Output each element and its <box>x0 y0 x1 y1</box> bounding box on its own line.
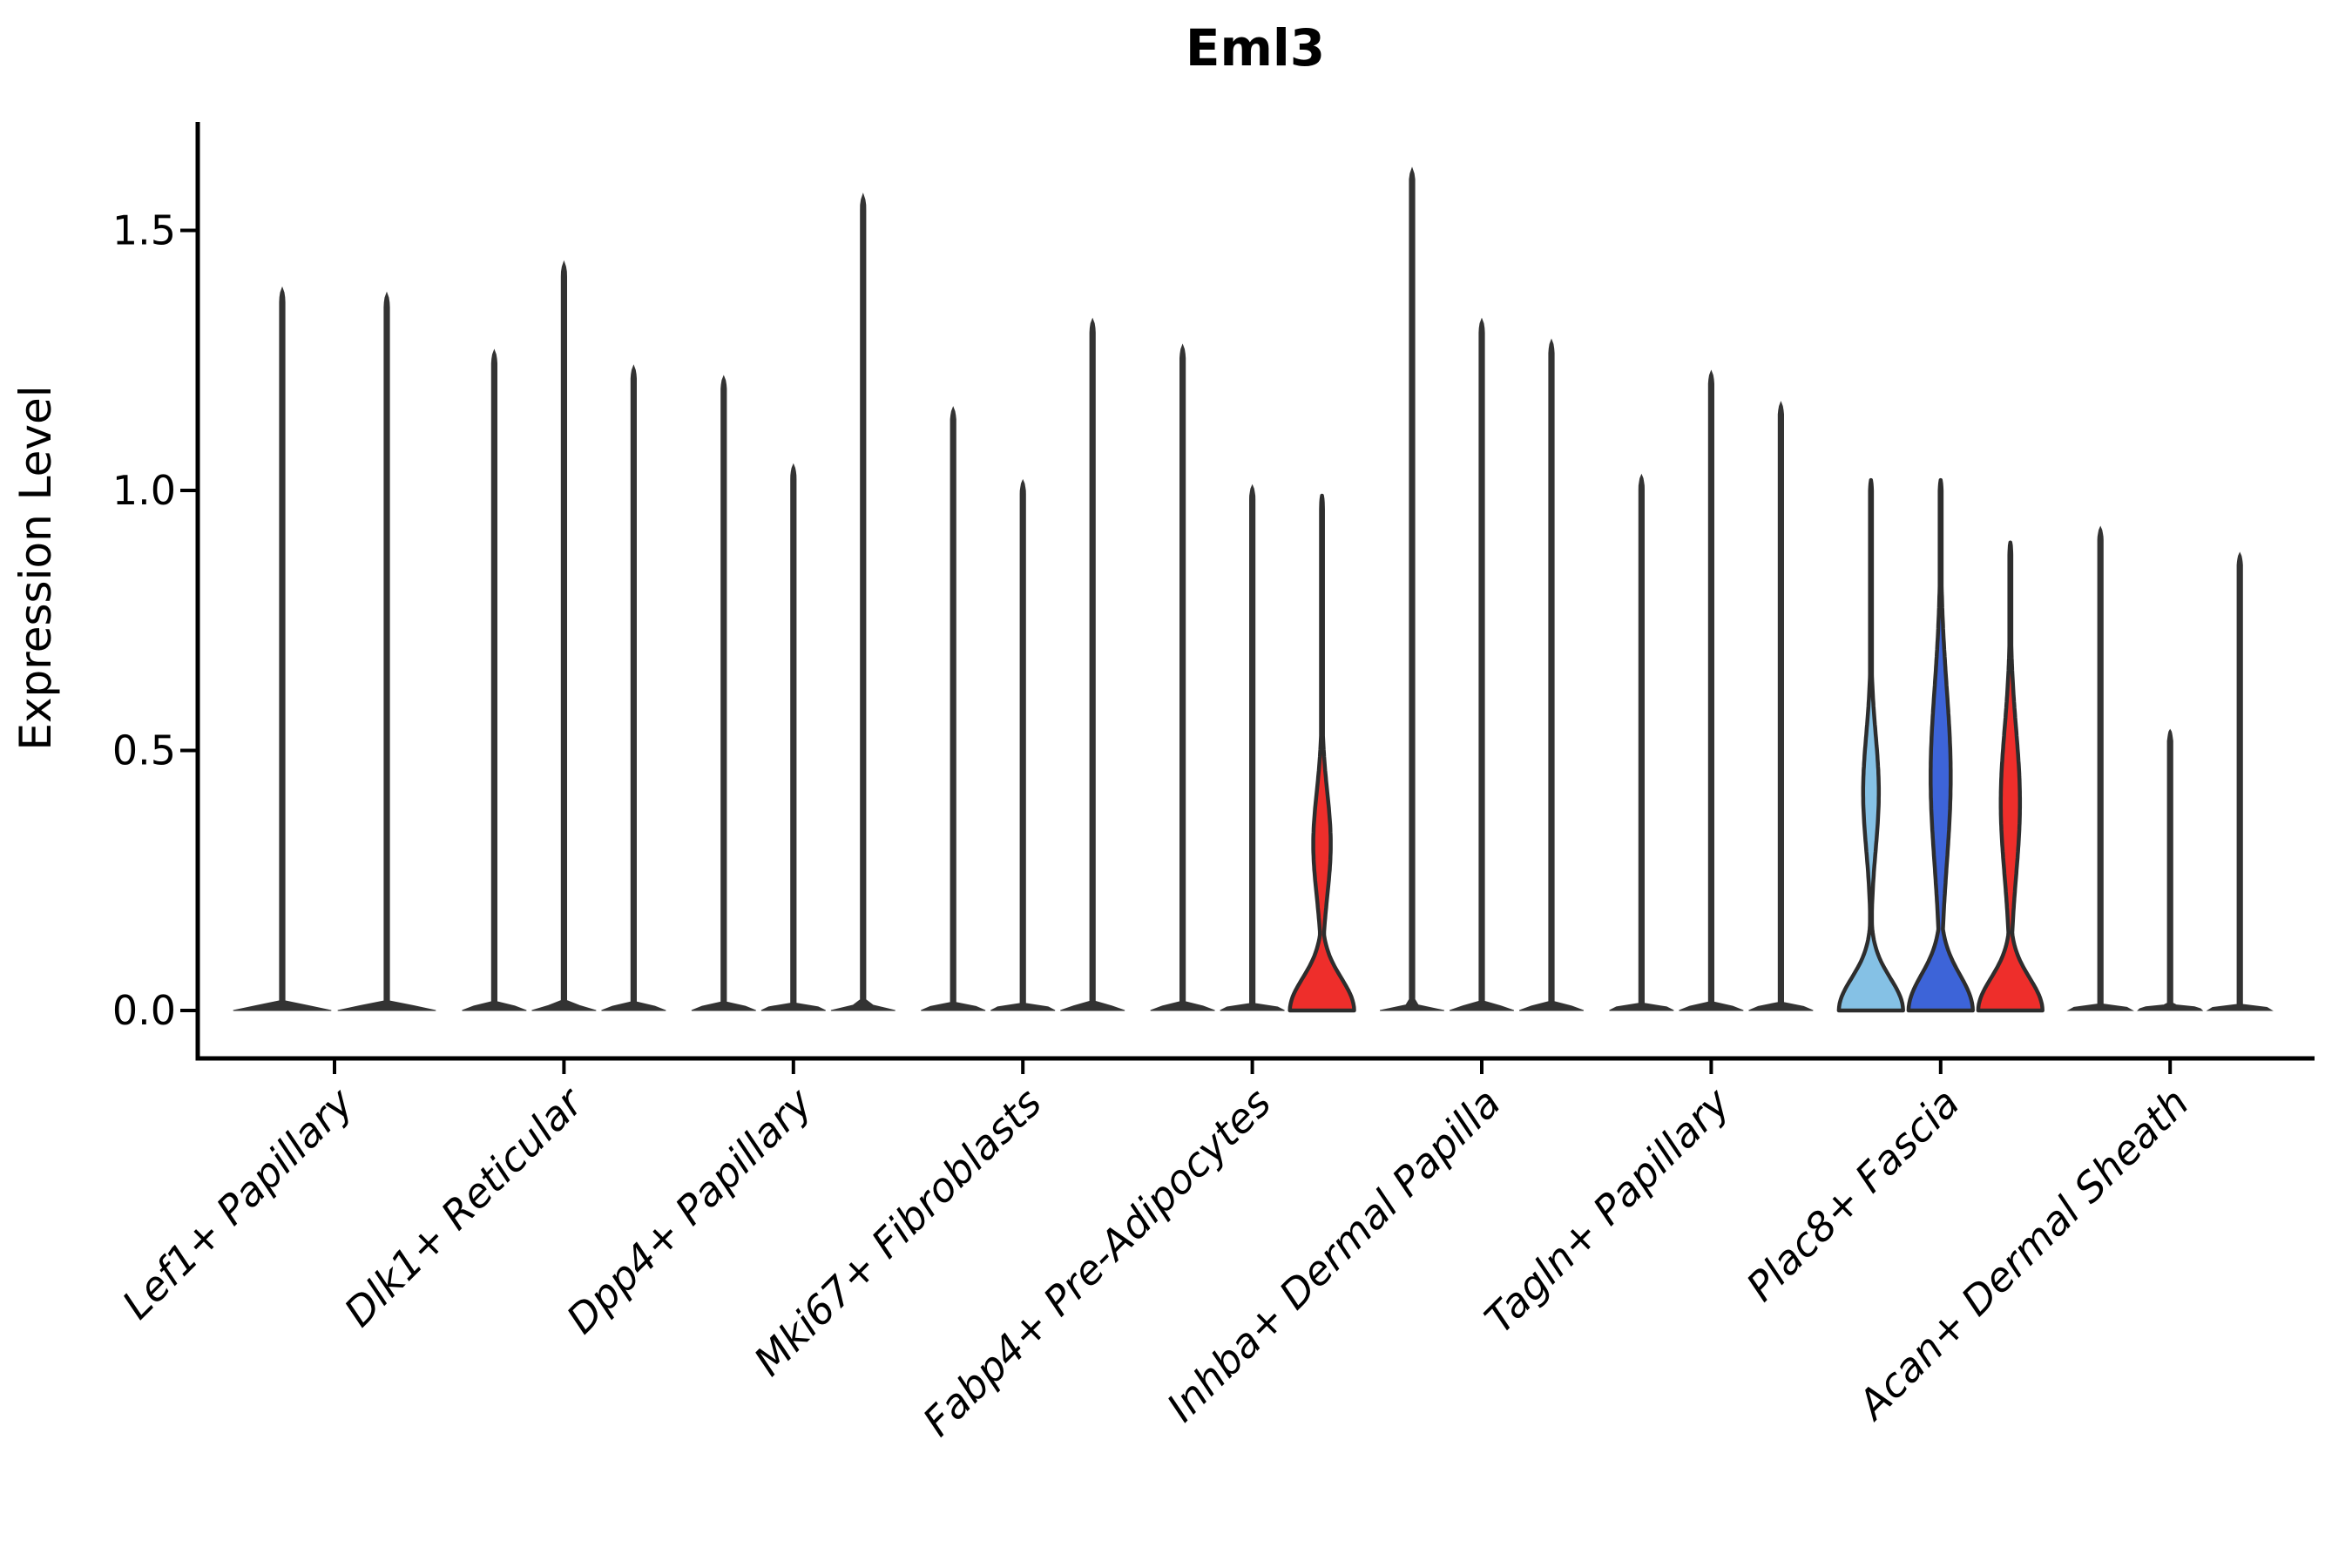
violin-9-2 <box>2137 728 2204 1011</box>
violin-4-1 <box>921 406 986 1011</box>
x-tick-label: Dpp4+ Papillary <box>558 1078 821 1342</box>
violin-7-3 <box>1748 401 1814 1011</box>
y-tick-label: 1.5 <box>112 207 176 254</box>
y-tick-label: 0.0 <box>112 987 176 1034</box>
violin-4-3 <box>1060 317 1125 1011</box>
violin-2-2 <box>531 260 597 1011</box>
violin-5-3 <box>1288 493 1356 1013</box>
x-tick-label: Plac8+ Fascia <box>1737 1079 1968 1310</box>
violin-8-2 <box>1906 477 1975 1013</box>
violin-3-1 <box>691 375 756 1011</box>
violin-3-3 <box>830 193 896 1011</box>
chart-title: Eml3 <box>1186 18 1325 78</box>
violin-6-2 <box>1449 317 1515 1011</box>
violin-5-2 <box>1220 483 1285 1011</box>
violin-9-1 <box>2066 525 2134 1011</box>
y-axis-label: Expression Level <box>10 385 61 750</box>
violin-9-3 <box>2206 551 2274 1011</box>
violin-7-2 <box>1679 369 1744 1011</box>
violin-8-1 <box>1836 477 1905 1013</box>
y-tick-label: 1.0 <box>112 467 176 514</box>
violin-1-1 <box>233 286 332 1011</box>
violin-8-3 <box>1976 540 2044 1013</box>
violin-7-1 <box>1609 473 1674 1011</box>
violin-5-1 <box>1150 343 1215 1011</box>
violin-1-2 <box>337 291 436 1011</box>
violin-2-3 <box>601 364 666 1011</box>
x-tick-label: Lef1+ Papillary <box>113 1078 362 1328</box>
y-tick-label: 0.5 <box>112 727 176 774</box>
x-tick-label: Dlk1+ Reticular <box>335 1077 594 1335</box>
violin-6-1 <box>1379 166 1445 1011</box>
violin-3-2 <box>760 463 826 1011</box>
x-tick-label: Tagln+ Papillary <box>1476 1078 1740 1342</box>
violin-2-1 <box>462 348 527 1011</box>
violin-6-3 <box>1518 338 1585 1011</box>
violin-4-2 <box>990 478 1056 1011</box>
